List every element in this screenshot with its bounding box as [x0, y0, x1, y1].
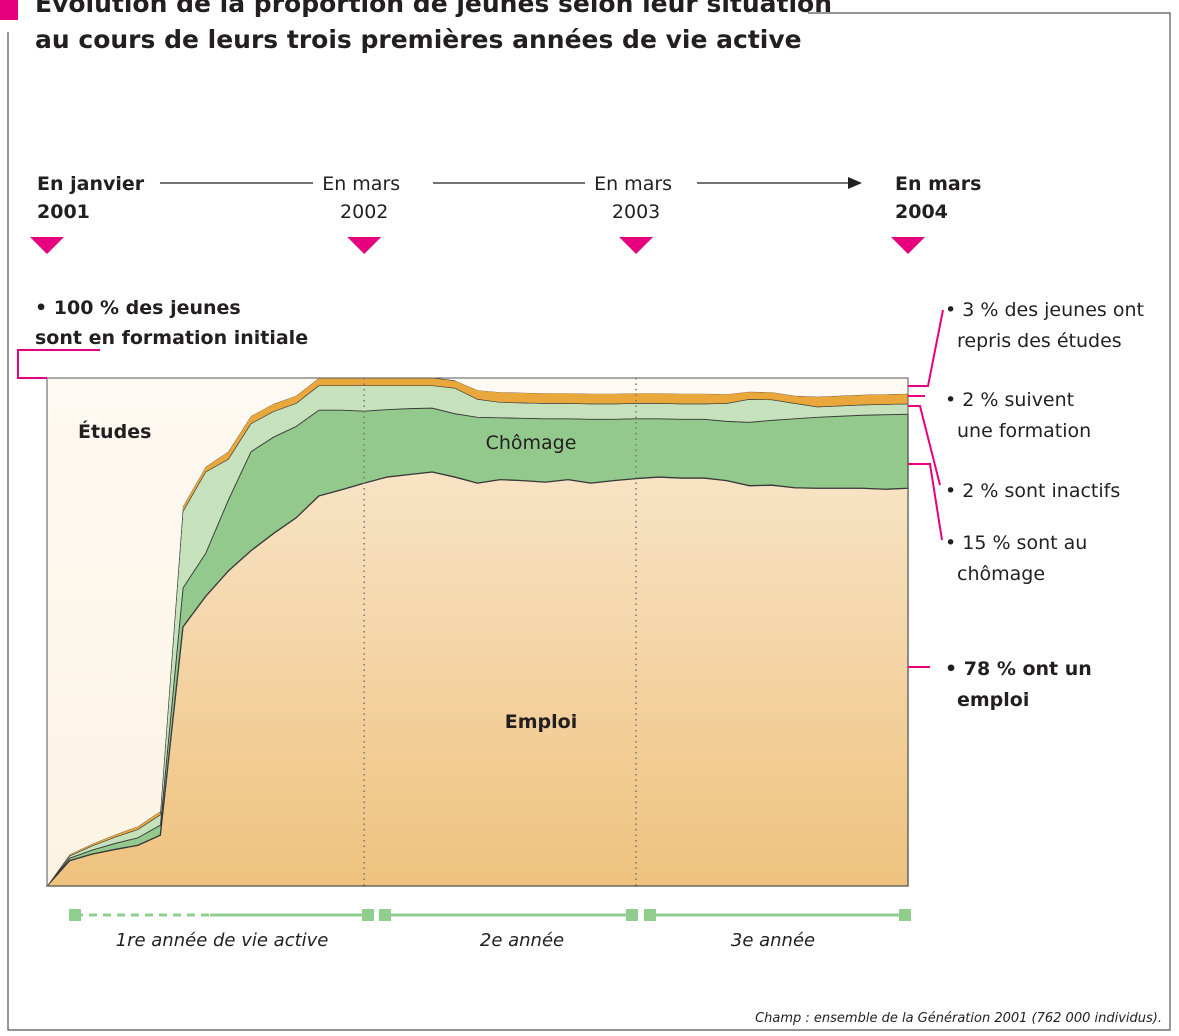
leader-line [908, 463, 943, 541]
area-label: Emploi [505, 711, 577, 733]
annotation: • 2 % suivent [945, 389, 1074, 411]
source-note: Champ : ensemble de la Génération 2001 (… [755, 1011, 1162, 1026]
plot-frame [46, 377, 909, 887]
period-end [379, 909, 391, 921]
leader-line [908, 309, 944, 387]
period-end [899, 909, 911, 921]
period-label: 3e année [731, 930, 815, 951]
x-tick-label: En mars 2002 [322, 173, 406, 223]
arrow-head [848, 177, 862, 189]
period-end [69, 909, 81, 921]
area-label: Études [78, 420, 151, 443]
time-arrow [160, 177, 862, 189]
title-line: Évolution de la proportion de jeunes sel… [35, 0, 832, 18]
title-line: au cours de leurs trois premières années… [35, 25, 802, 54]
annotation: • 3 % des jeunes ont [945, 299, 1144, 321]
period-end [644, 909, 656, 921]
annotation: une formation [957, 420, 1091, 442]
x-tick-label: En mars 2004 [895, 173, 988, 223]
leader-line [17, 349, 100, 379]
area-label: Chômage [486, 432, 577, 454]
annotation: • 100 % des jeunes [35, 297, 241, 319]
marker-triangle [619, 237, 654, 254]
area-shade [47, 378, 908, 886]
period-end [362, 909, 374, 921]
area-shade [47, 471, 908, 886]
annotation: • 2 % sont inactifs [945, 480, 1120, 502]
period-label: 2e année [480, 930, 564, 951]
annotation: • 15 % sont au [945, 532, 1087, 554]
x-tick-label: En mars 2003 [594, 173, 678, 223]
leader-line [908, 405, 941, 486]
frame [7, 12, 1171, 1031]
period-end [626, 909, 638, 921]
annotation: emploi [957, 689, 1029, 711]
annotation: chômage [957, 563, 1045, 585]
annotation: repris des études [957, 330, 1122, 352]
marker-triangle [891, 237, 925, 254]
x-tick-label: En janvier 2001 [37, 173, 151, 223]
marker-triangle [30, 237, 64, 254]
period-label: 1re année de vie active [116, 930, 329, 951]
marker-triangle [347, 237, 382, 254]
annotation: • 78 % ont un [945, 658, 1092, 680]
annotation: sont en formation initiale [35, 327, 308, 349]
title-marker [0, 0, 18, 20]
